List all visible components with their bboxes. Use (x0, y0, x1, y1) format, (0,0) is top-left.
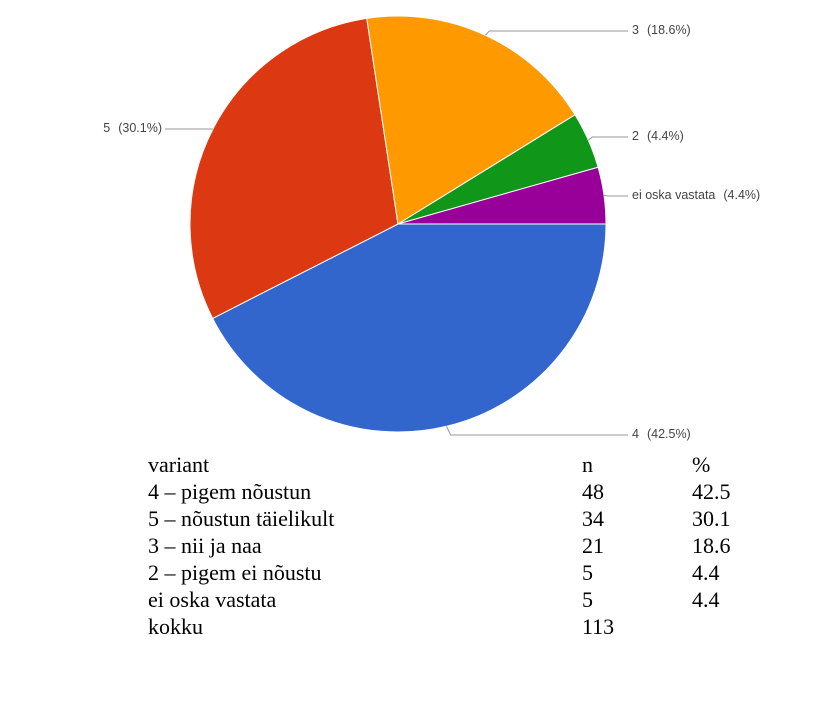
table-cell: 4.4 (692, 560, 720, 585)
table-header: variant (148, 452, 209, 477)
slice-name: 5 (103, 121, 110, 135)
slice-name: 3 (632, 23, 639, 37)
table-cell: 4.4 (692, 587, 720, 612)
slice-value: (18.6%) (647, 23, 691, 37)
table-cell: 30.1 (692, 506, 731, 531)
table-header: % (692, 452, 710, 477)
leader-line (588, 137, 628, 140)
table-cell: 34 (582, 506, 604, 531)
slice-name: 4 (632, 427, 639, 441)
leader-line (447, 426, 628, 435)
table-cell: 5 (582, 560, 593, 585)
table-cell: 18.6 (692, 533, 731, 558)
table-cell: 5 (582, 587, 593, 612)
table-cell: 5 – nõustun täielikult (148, 506, 334, 531)
table-cell: 42.5 (692, 479, 731, 504)
slice-value: (30.1%) (118, 121, 162, 135)
slice-name: 2 (632, 129, 639, 143)
table-cell: 4 – pigem nõustun (148, 479, 311, 504)
leader-line (485, 31, 628, 35)
table-cell: 113 (582, 614, 614, 639)
slice-label: ei oska vastata (4.4%) (632, 188, 760, 202)
table-cell: 48 (582, 479, 604, 504)
slice-value: (42.5%) (647, 427, 691, 441)
slice-value: (4.4%) (647, 129, 684, 143)
slice-name: ei oska vastata (632, 188, 715, 202)
table-cell: 3 – nii ja naa (148, 533, 262, 558)
slice-label: 5 (30.1%) (103, 121, 162, 135)
table-cell: 21 (582, 533, 604, 558)
table-cell: ei oska vastata (148, 587, 277, 612)
slice-label: 3 (18.6%) (632, 23, 691, 37)
table-cell: 2 – pigem ei nõustu (148, 560, 322, 585)
slice-label: 2 (4.4%) (632, 129, 684, 143)
slice-label: 4 (42.5%) (632, 427, 691, 441)
leader-line (604, 195, 628, 196)
table-cell: kokku (148, 614, 203, 639)
table-header: n (582, 452, 593, 477)
slice-value: (4.4%) (723, 188, 760, 202)
